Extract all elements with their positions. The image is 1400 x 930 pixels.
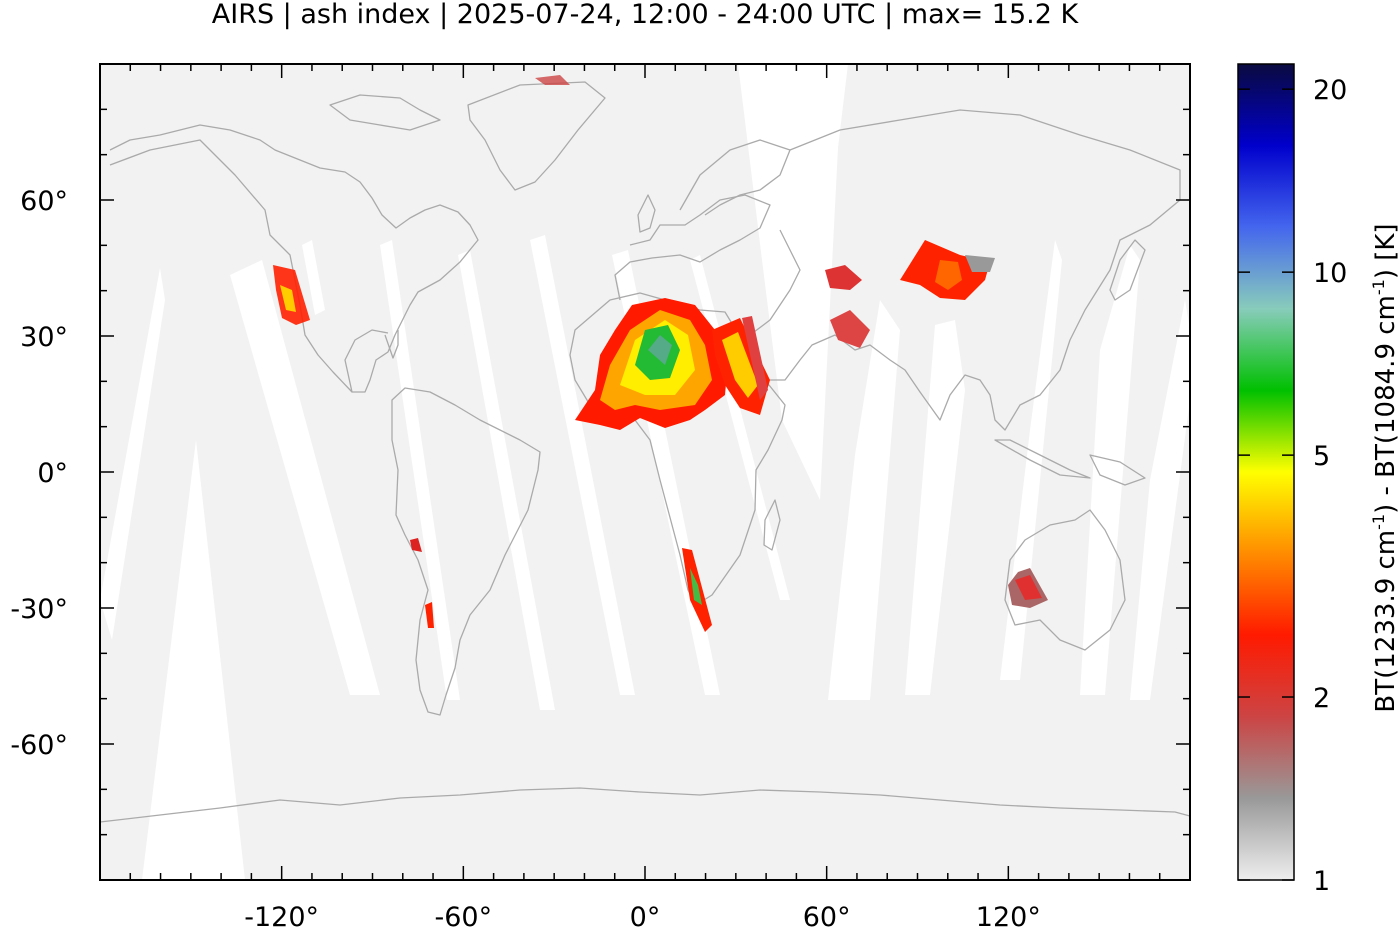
lat-tick-label: 30° — [20, 322, 68, 353]
coastline-indonesia — [994, 439, 1091, 479]
swath-gap — [530, 235, 635, 695]
coastline-new-guinea — [1089, 454, 1146, 486]
coastline-japan — [1109, 239, 1146, 301]
colorbar-tick-labels: 1 2 5 10 20 — [1313, 75, 1347, 897]
colorbar-ticks — [1238, 88, 1294, 881]
map-ticks — [100, 64, 1190, 880]
coastline-greenland — [467, 81, 606, 191]
lat-tick-label: 0° — [37, 458, 68, 489]
ash-region-arabia — [742, 316, 768, 400]
ash-signal — [273, 75, 1048, 632]
colorbar-label-part-b: ) - BT(1084.9 cm — [1370, 295, 1400, 514]
colorbar-label-sup-b: -1 — [1369, 279, 1389, 296]
swath-gap — [1130, 300, 1190, 700]
ash-region-south-africa-core — [690, 568, 702, 605]
ash-region-andes-north — [410, 538, 422, 552]
ash-region-east-africa-core — [722, 332, 758, 398]
colorbar-tick-label: 1 — [1313, 866, 1330, 897]
colorbar-tick-label: 10 — [1313, 258, 1347, 289]
ash-region-tibet-core — [935, 260, 962, 290]
ash-region-australia-red — [1015, 575, 1042, 600]
swath-gap — [1080, 245, 1140, 695]
lon-tick-label: -120° — [244, 902, 319, 930]
lon-tick-label: 0° — [630, 902, 661, 930]
coastline-europe — [614, 194, 771, 301]
swath-gap — [100, 268, 165, 640]
colorbar-label-part-c: ) [K] — [1370, 223, 1400, 280]
ash-region-iran — [825, 265, 862, 290]
colorbar-tick-label: 20 — [1313, 75, 1347, 106]
ash-region-greenland-north — [535, 75, 570, 85]
ash-region-central-asia — [830, 310, 870, 348]
lon-tick-label: 120° — [976, 902, 1041, 930]
coastline-madagascar — [763, 499, 781, 551]
coastline-australia — [1004, 509, 1126, 651]
colorbar: 1 2 5 10 20 — [1237, 63, 1347, 897]
lat-tick-label: -30° — [10, 594, 68, 625]
lat-tick-label: 60° — [20, 186, 68, 217]
map-tick-labels: -120° -60° 0° 60° 120° 60° 30° 0° -30° -60° — [10, 186, 1040, 930]
ash-region-sahara-teal — [648, 335, 672, 365]
swath-gap — [302, 240, 325, 315]
colorbar-bar — [1238, 64, 1294, 880]
coastline-florida — [384, 330, 399, 359]
swath-gap — [738, 64, 848, 500]
coastline-uk — [637, 194, 656, 233]
map-title: AIRS | ash index | 2025-07-24, 12:00 - 2… — [211, 0, 1079, 30]
lon-tick-label: 60° — [803, 902, 851, 930]
swath-gap — [142, 440, 245, 880]
coastline-arctic-islands — [329, 94, 441, 131]
colorbar-label-part-a: BT(1233.9 cm — [1370, 529, 1400, 713]
ash-region-andes-south — [425, 602, 434, 628]
lon-tick-label: -60° — [435, 902, 493, 930]
swath-gap — [380, 240, 460, 700]
coastline-scandinavia — [679, 139, 791, 216]
ash-region-tibet-grey — [965, 255, 995, 272]
colorbar-tick-label: 5 — [1313, 441, 1330, 472]
colorbar-frame — [1237, 63, 1295, 881]
swath-gap — [458, 250, 555, 710]
lat-tick-label: -60° — [10, 730, 68, 761]
coastline-south-america — [391, 387, 541, 716]
swath-gap — [828, 300, 900, 700]
map-area[interactable] — [100, 64, 1190, 880]
swath-gap — [230, 260, 380, 695]
coastline-gulf — [344, 329, 389, 393]
colorbar-label: BT(1233.9 cm-1) - BT(1084.9 cm-1) [K] — [1369, 223, 1400, 712]
colorbar-tick-label: 2 — [1313, 683, 1330, 714]
swath-gap — [905, 320, 965, 695]
colorbar-label-sup-a: -1 — [1369, 513, 1389, 530]
ash-region-north-america-core — [280, 285, 296, 312]
coastline-antarctica — [100, 787, 1190, 823]
